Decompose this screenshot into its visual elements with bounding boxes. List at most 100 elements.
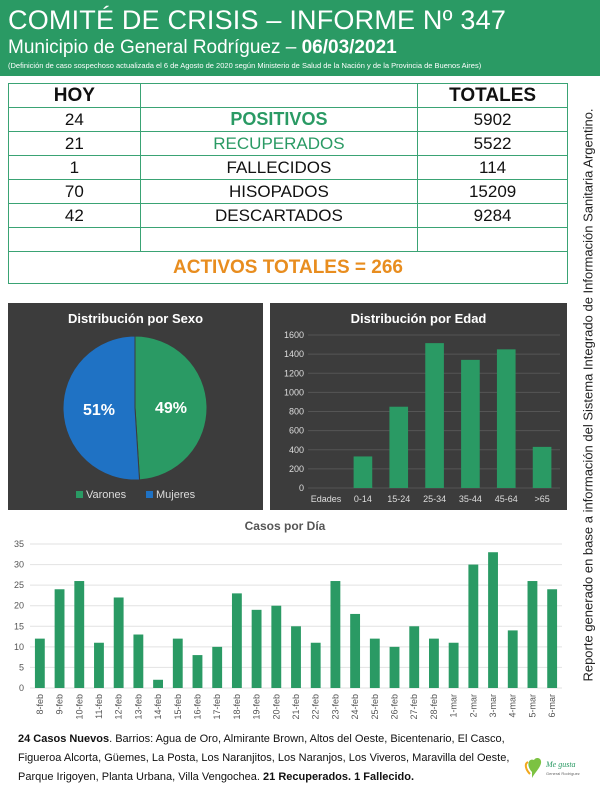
day-bar: [231, 593, 242, 688]
x-tick-label: 11-feb: [94, 694, 104, 719]
chart-title: Distribución por Sexo: [67, 311, 204, 326]
x-tick-label: >65: [534, 494, 549, 504]
day-bar: [153, 679, 163, 688]
stats-row-fallecidos: 1 FALLECIDOS 114: [8, 155, 568, 180]
total-value: 114: [417, 155, 568, 180]
age-distribution-panel: Distribución por Edad 0 200 400 600 800 1000 1…: [270, 303, 567, 510]
stats-header-row: HOY TOTALES: [8, 83, 568, 108]
col-label-header: [139, 83, 419, 108]
y-tick-label: 15: [14, 621, 24, 631]
pie-slice-varones: [134, 335, 208, 481]
sex-distribution-panel: Distribución por Sexo 49% 51% Varones Mujer…: [8, 303, 263, 510]
x-tick-label: 10-feb: [74, 694, 84, 720]
day-bar: [113, 597, 124, 688]
x-tick-label: 9-feb: [55, 694, 65, 715]
x-tick-label: 23-feb: [330, 694, 340, 720]
day-bar: [507, 630, 518, 688]
y-tick-label: 1200: [284, 368, 304, 378]
age-bar: [532, 446, 552, 488]
col-total-header: TOTALES: [417, 83, 568, 108]
daily-cases-panel: Casos por Día 0 5 10 15 20 25 30 35 8-feb 9-feb 10…: [0, 516, 570, 726]
row-label: FALLECIDOS: [139, 155, 419, 180]
activos-totales: ACTIVOS TOTALES = 266: [8, 251, 568, 284]
x-tick-label: 1-mar: [449, 694, 459, 718]
sex-pie-chart: 49% 51% Varones Mujeres: [62, 335, 208, 501]
pie-slice-mujeres: [62, 335, 141, 481]
y-tick-label: 20: [14, 601, 24, 611]
definition-note: (Definición de caso sospechoso actualiza…: [8, 61, 482, 70]
day-bar: [291, 626, 301, 688]
age-bar-chart: 0 200 400 600 800 1000 1200 1400 1600 0-14 15-24 25…: [284, 330, 560, 504]
barrios-list: . Barrios: Agua de Oro, Almirante Brown,…: [18, 733, 510, 783]
age-bar: [353, 456, 373, 488]
total-value: 15209: [417, 179, 568, 204]
chart-title: Casos por Día: [244, 519, 326, 533]
day-bar: [409, 626, 420, 688]
day-bar: [54, 589, 65, 688]
source-note: Reporte generado en base a información d…: [578, 90, 598, 700]
day-bar: [350, 613, 361, 688]
legend-label: Varones: [86, 489, 127, 501]
day-bar: [389, 646, 400, 688]
today-value: 21: [8, 131, 141, 156]
x-tick-label: 12-feb: [114, 694, 124, 720]
stats-table: HOY TOTALES 24 POSITIVOS 5902 21 RECUPER…: [8, 83, 568, 284]
y-tick-label: 0: [299, 483, 304, 493]
legend-swatch: [76, 491, 83, 498]
today-value: 42: [8, 203, 141, 228]
y-tick-label: 35: [14, 539, 24, 549]
x-tick-label: 16-feb: [192, 694, 202, 720]
day-bar: [547, 589, 558, 688]
x-tick-label: 35-44: [459, 494, 482, 504]
day-bar: [94, 642, 104, 688]
stats-row-empty: [8, 227, 568, 252]
total-value: 5522: [417, 131, 568, 156]
x-tick-label: 18-feb: [232, 694, 242, 720]
logo-line1: Me gusta: [545, 760, 576, 769]
y-tick-label: 5: [19, 662, 24, 672]
x-tick-label: 24-feb: [350, 694, 360, 720]
x-tick-label: 3-mar: [488, 694, 498, 718]
x-tick-label: 5-mar: [527, 694, 537, 718]
day-bar: [74, 581, 85, 688]
municipality-label: Municipio de General Rodríguez –: [8, 37, 302, 58]
x-tick-label: 17-feb: [212, 694, 222, 720]
day-bar: [192, 655, 203, 688]
stats-row-positivos: 24 POSITIVOS 5902: [8, 107, 568, 132]
source-note-text: Reporte generado en base a información d…: [580, 108, 596, 682]
x-tick-label: 21-feb: [291, 694, 301, 720]
pie-value-label: 51%: [83, 402, 115, 419]
x-axis-label: Edades: [311, 494, 342, 504]
stats-row-recuperados: 21 RECUPERADOS 5522: [8, 131, 568, 156]
y-tick-label: 600: [289, 426, 304, 436]
x-tick-label: 19-feb: [252, 694, 262, 720]
x-tick-label: 15-24: [387, 494, 410, 504]
day-bar: [172, 638, 183, 688]
day-bar: [448, 642, 459, 688]
today-value: 70: [8, 179, 141, 204]
row-label: RECUPERADOS: [139, 131, 419, 156]
day-bar: [310, 642, 321, 688]
day-bar: [251, 609, 262, 688]
x-tick-label: 45-64: [495, 494, 518, 504]
today-value: 1: [8, 155, 141, 180]
x-tick-label: 14-feb: [153, 694, 163, 720]
y-tick-label: 200: [289, 464, 304, 474]
day-bar: [468, 564, 479, 688]
col-today-header: HOY: [8, 83, 141, 108]
x-tick-label: 15-feb: [173, 694, 183, 720]
pie-value-label: 49%: [155, 400, 187, 417]
x-tick-label: 2-mar: [468, 694, 478, 718]
y-tick-label: 1400: [284, 349, 304, 359]
empty-cell: [139, 227, 419, 252]
recovered-summary: 21 Recuperados. 1 Fallecido.: [263, 771, 415, 783]
y-tick-label: 25: [14, 580, 24, 590]
y-tick-label: 1600: [284, 330, 304, 340]
day-bar: [34, 638, 45, 688]
row-label: POSITIVOS: [139, 107, 419, 132]
x-tick-label: 4-mar: [508, 694, 518, 718]
report-title: COMITÉ DE CRISIS – INFORME Nº 347: [8, 5, 507, 35]
day-bar: [330, 581, 341, 688]
row-label: HISOPADOS: [139, 179, 419, 204]
day-bar: [488, 552, 498, 688]
